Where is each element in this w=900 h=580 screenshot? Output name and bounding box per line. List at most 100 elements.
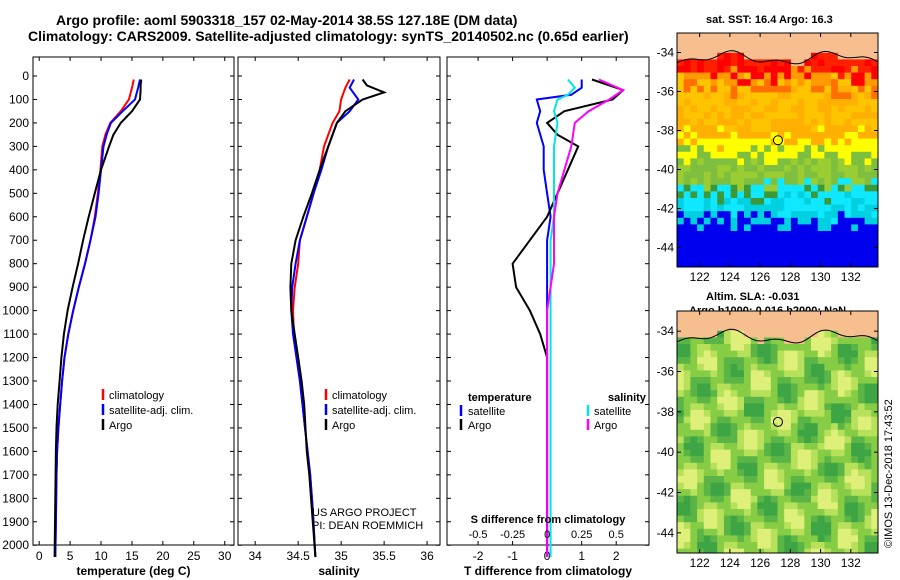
map-cell — [851, 337, 859, 345]
map-cell — [837, 125, 846, 133]
map-cell — [784, 396, 792, 404]
map-cell — [797, 522, 805, 530]
map-cell — [804, 509, 812, 517]
map-cell — [784, 165, 792, 173]
map-cell — [844, 509, 852, 517]
map-cell — [744, 449, 752, 457]
map-cell — [824, 317, 832, 325]
map-cell — [777, 311, 785, 319]
map-cell — [784, 542, 792, 550]
map-cell — [790, 158, 799, 166]
map-cell — [690, 383, 698, 391]
map-cell — [744, 429, 752, 437]
map-cell — [770, 250, 779, 258]
map-cell — [790, 403, 799, 411]
map-cell — [737, 52, 745, 60]
map-cell — [837, 158, 846, 166]
map-cell — [677, 509, 685, 517]
map-cell — [837, 515, 846, 523]
map-cell — [690, 522, 698, 530]
map-cell — [831, 125, 839, 133]
sla-map-title-line-1: Altim. SLA: -0.031 — [706, 291, 800, 303]
map-cell — [851, 118, 859, 126]
map-cell — [804, 165, 812, 173]
map-cell — [817, 165, 825, 173]
map-cell — [777, 165, 785, 173]
map-cell — [677, 535, 685, 543]
map-cell — [817, 46, 825, 54]
map-cell — [770, 52, 779, 60]
map-cell — [790, 99, 799, 107]
map-cell — [764, 311, 772, 319]
map-cell — [784, 231, 792, 239]
map-cell — [831, 39, 839, 47]
map-cell — [730, 344, 738, 352]
map-cell — [837, 244, 846, 252]
map-cell — [837, 79, 846, 87]
map-cell — [717, 132, 725, 140]
map-cell — [690, 257, 698, 265]
map-cell — [817, 324, 825, 332]
x-axis-label: T difference from climatology — [464, 564, 632, 578]
map-cell — [683, 456, 691, 464]
map-cell — [717, 515, 725, 523]
map-cell — [717, 217, 725, 225]
map-cell — [677, 66, 685, 74]
map-cell — [857, 211, 866, 219]
map-cell — [797, 476, 805, 484]
map-cell — [864, 105, 872, 113]
map-cell — [750, 370, 758, 378]
credit-label: ©IMOS 13-Dec-2018 17:43:52 — [883, 399, 895, 548]
map-cell — [824, 330, 832, 338]
map-cell — [697, 383, 705, 391]
map-cell — [750, 217, 758, 225]
map-cell — [744, 337, 752, 345]
map-cell — [757, 46, 765, 54]
map-cell — [717, 138, 725, 146]
coastline — [677, 50, 878, 65]
map-cell — [831, 390, 839, 398]
map-cell — [737, 184, 745, 192]
map-cell — [703, 244, 712, 252]
map-cell — [703, 224, 712, 232]
map-cell — [811, 198, 819, 206]
map-cell — [784, 363, 792, 371]
map-cell — [730, 151, 738, 159]
map-cell — [770, 528, 779, 536]
map-cell — [683, 502, 691, 510]
map-cell — [737, 522, 745, 530]
map-cell — [730, 495, 738, 503]
map-cell — [770, 363, 779, 371]
map-cell — [817, 250, 825, 258]
map-x-tick-label: 132 — [841, 270, 861, 284]
map-cell — [804, 125, 812, 133]
map-cell — [864, 443, 872, 451]
map-cell — [864, 515, 872, 523]
map-cell — [831, 344, 839, 352]
map-cell — [723, 535, 732, 543]
map-cell — [703, 528, 712, 536]
map-cell — [717, 105, 725, 113]
map-cell — [824, 264, 832, 267]
map-cell — [703, 344, 712, 352]
map-cell — [784, 383, 792, 391]
map-cell — [730, 99, 738, 107]
map-cell — [777, 66, 785, 74]
map-cell — [770, 456, 779, 464]
map-cell — [750, 542, 758, 550]
map-cell — [777, 410, 785, 418]
map-cell — [811, 79, 819, 87]
map-cell — [790, 85, 799, 93]
map-cell — [837, 548, 846, 553]
map-cell — [770, 476, 779, 484]
map-cell — [871, 383, 878, 391]
map-cell — [703, 456, 712, 464]
map-cell — [723, 528, 732, 536]
map-cell — [757, 515, 765, 523]
map-cell — [831, 257, 839, 265]
map-cell — [770, 85, 779, 93]
map-cell — [804, 171, 812, 179]
map-cell — [777, 416, 785, 424]
map-cell — [690, 482, 698, 490]
map-cell — [777, 191, 785, 199]
